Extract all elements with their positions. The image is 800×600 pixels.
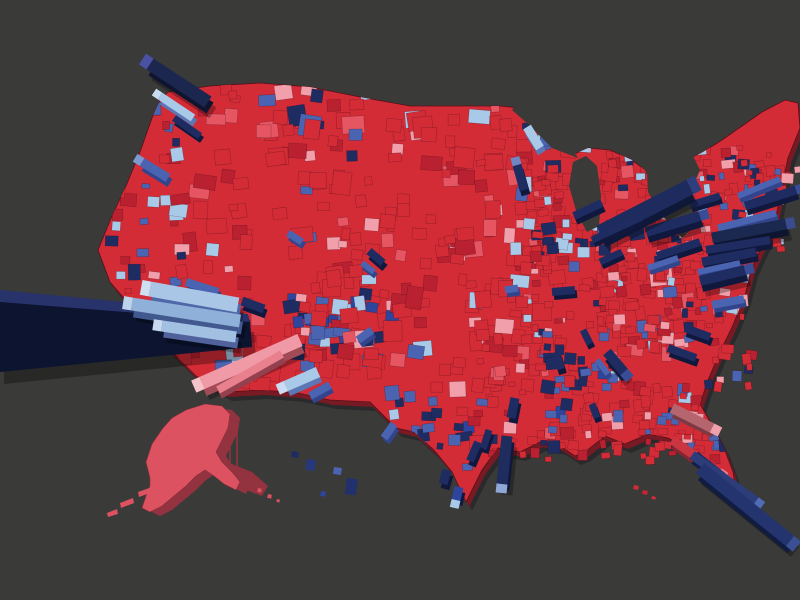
spike-kansas-city (504, 284, 521, 298)
spike-atlanta-2 (594, 358, 613, 380)
alaska (107, 403, 268, 517)
spike-las-vegas (240, 296, 268, 319)
spike-duluth (523, 124, 546, 156)
spike-columbus (647, 255, 681, 275)
spike-washington-dc (698, 263, 755, 297)
spike-bay-area-3 (152, 319, 242, 354)
spike-memphis (552, 350, 567, 376)
spike-boston-2 (736, 176, 784, 203)
spike-el-paso (380, 421, 400, 445)
spike-tucson (308, 381, 334, 404)
spike-minneapolis (510, 155, 531, 197)
small-islands (257, 485, 656, 503)
spike-phoenix (275, 366, 323, 397)
spike-denver (366, 247, 388, 272)
metro-vote-spikes (0, 53, 800, 558)
spike-seattle-king (138, 53, 217, 119)
spike-boston-1 (743, 184, 800, 216)
spike-seattle-2 (151, 88, 198, 127)
spike-miami-1 (695, 462, 800, 558)
spike-san-antonio (466, 440, 484, 468)
spike-atlanta (603, 348, 634, 387)
spike-charlotte (683, 324, 714, 346)
spike-rio-grande-2 (449, 485, 466, 509)
spike-tacoma (172, 115, 204, 143)
spike-indianapolis (598, 248, 626, 270)
spike-albuquerque (355, 326, 377, 348)
spike-tampa (669, 403, 723, 438)
spike-austin (479, 428, 495, 455)
spike-nashville (579, 328, 596, 350)
spike-buffalo (688, 192, 724, 213)
spike-new-orleans (588, 402, 603, 424)
spike-socal-pink-2 (216, 350, 286, 399)
spike-portland (132, 153, 173, 187)
spike-rio-grande-1 (438, 468, 454, 491)
spike-chicago-2 (590, 213, 646, 248)
spike-dallas (506, 397, 522, 424)
spike-milwaukee (572, 199, 606, 225)
spike-st-louis (551, 286, 578, 300)
spike-detroit (644, 208, 711, 248)
spike-salt-lake (286, 230, 306, 249)
spike-hampton-roads (711, 295, 747, 313)
spike-houston-harris (495, 435, 518, 496)
lake-superior (512, 105, 578, 158)
spike-columbia (666, 344, 700, 367)
spike-denver-2 (360, 260, 378, 279)
hawaii-islands (291, 451, 358, 497)
